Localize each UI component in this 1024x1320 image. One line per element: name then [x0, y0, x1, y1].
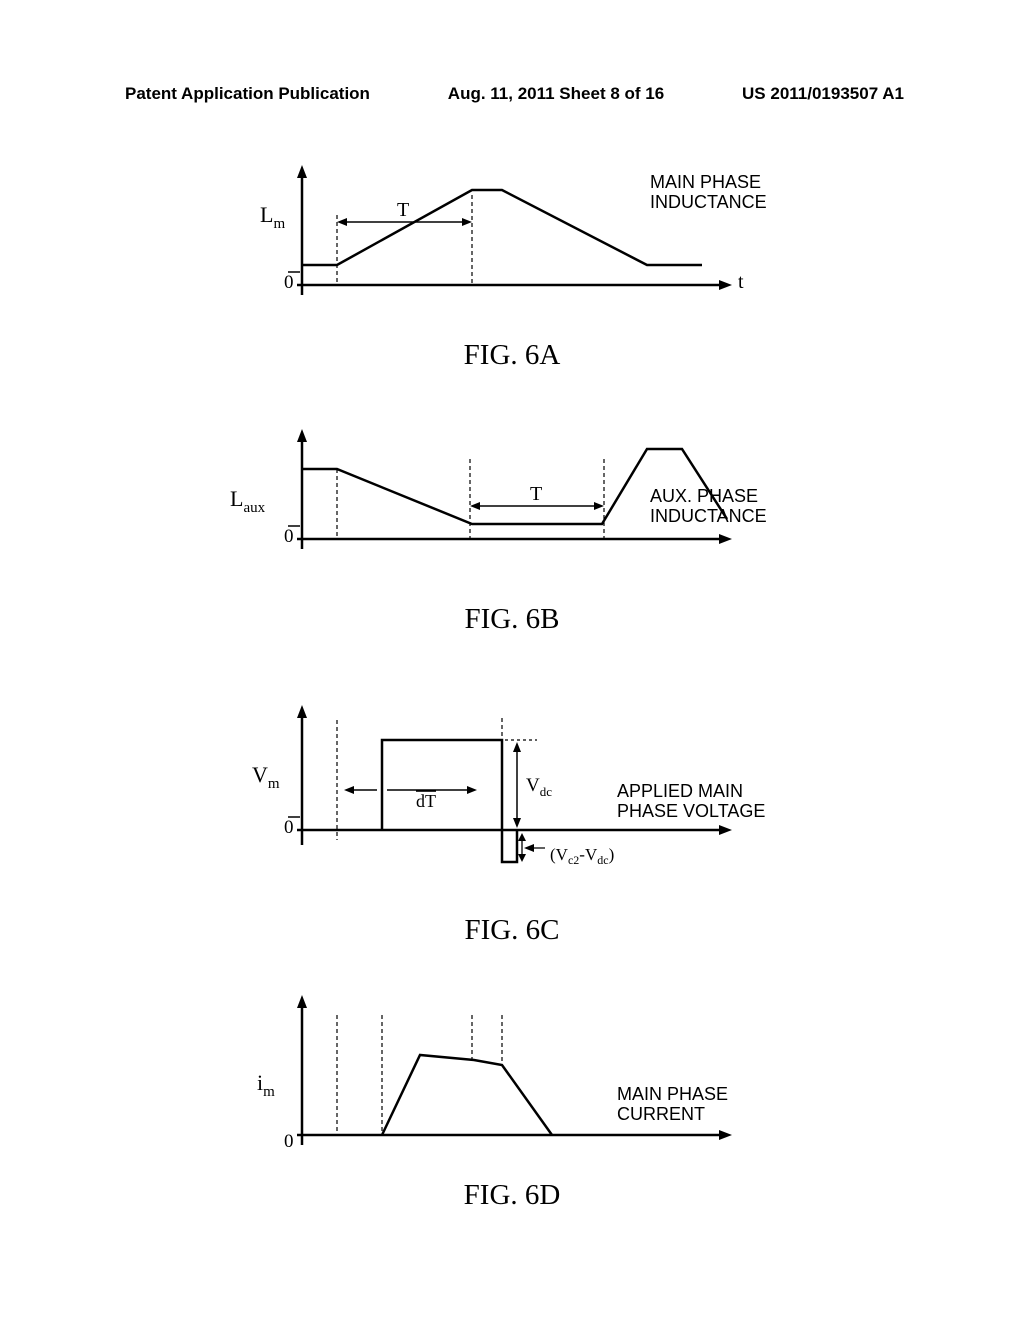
figure-6c: dT Vdc (Vc2-Vdc) Vm 0 APPLIED MAIN PHASE…: [172, 700, 852, 947]
x-label: t: [738, 271, 744, 293]
origin-label: 0: [284, 817, 294, 838]
header-left: Patent Application Publication: [125, 84, 370, 104]
chart-6d: im 0 MAIN PHASE CURRENT: [172, 990, 852, 1175]
y-label: im: [257, 1070, 275, 1100]
fig-6b-label: FIG. 6B: [172, 603, 852, 636]
desc-line2: PHASE VOLTAGE: [617, 801, 765, 821]
period-label: T: [530, 483, 542, 505]
neg-label: (Vc2-Vdc): [550, 845, 614, 867]
origin-label: 0: [284, 526, 294, 547]
chart-6a: T Lm 0 t MAIN PHASE INDUCTANCE: [172, 160, 852, 335]
desc-line1: MAIN PHASE: [617, 1084, 728, 1104]
y-label: Vm: [252, 762, 280, 792]
y-label: Lm: [260, 202, 285, 232]
period-label: T: [397, 199, 409, 221]
chart-6c: dT Vdc (Vc2-Vdc) Vm 0 APPLIED MAIN PHASE…: [172, 700, 852, 910]
desc-line2: INDUCTANCE: [650, 192, 767, 212]
chart-6b: T Laux 0 AUX. PHASE INDUCTANCE: [172, 424, 852, 599]
origin-label: 0: [284, 272, 294, 293]
page-header: Patent Application Publication Aug. 11, …: [0, 84, 1024, 104]
figure-6a: T Lm 0 t MAIN PHASE INDUCTANCE FIG. 6A: [172, 160, 852, 372]
fig-6a-label: FIG. 6A: [172, 339, 852, 372]
figure-6d: im 0 MAIN PHASE CURRENT FIG. 6D: [172, 990, 852, 1212]
desc-line1: AUX. PHASE: [650, 486, 758, 506]
y-label: Laux: [230, 486, 266, 516]
header-center: Aug. 11, 2011 Sheet 8 of 16: [448, 84, 664, 104]
fig-6c-label: FIG. 6C: [172, 914, 852, 947]
vdc-label: Vdc: [526, 775, 552, 799]
desc-line2: CURRENT: [617, 1104, 705, 1124]
figure-6b: T Laux 0 AUX. PHASE INDUCTANCE FIG. 6B: [172, 424, 852, 636]
desc-line1: MAIN PHASE: [650, 172, 761, 192]
desc-line2: INDUCTANCE: [650, 506, 767, 526]
origin-label: 0: [284, 1131, 294, 1152]
dt-label: dT: [416, 791, 436, 811]
fig-6d-label: FIG. 6D: [172, 1179, 852, 1212]
desc-line1: APPLIED MAIN: [617, 781, 743, 801]
header-right: US 2011/0193507 A1: [742, 84, 904, 104]
